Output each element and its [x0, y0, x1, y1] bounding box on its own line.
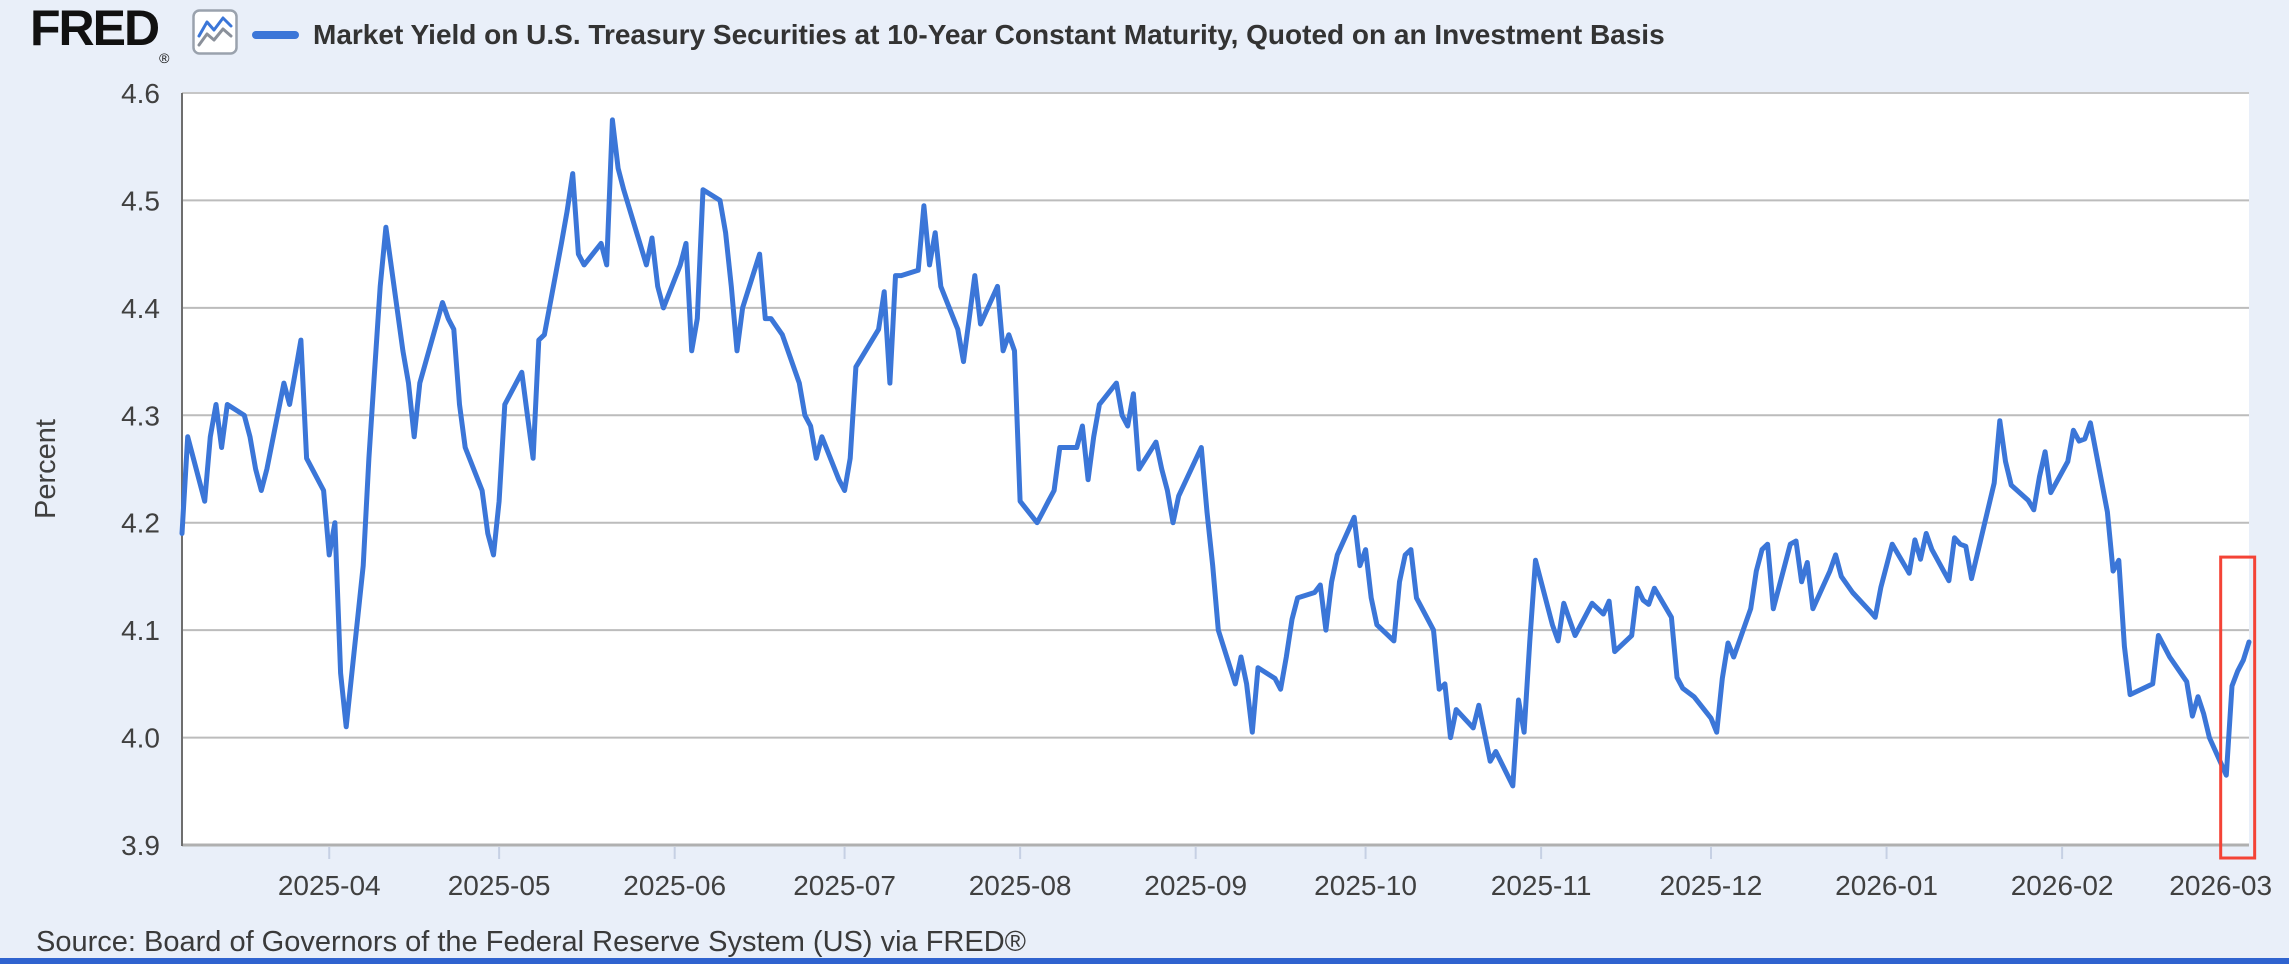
- y-tick-label: 4.4: [121, 293, 160, 324]
- x-tick-label: 2025-06: [623, 870, 726, 901]
- x-tick-label: 2025-08: [969, 870, 1072, 901]
- footer-accent-bar: [0, 958, 2289, 964]
- x-tick-label: 2025-05: [448, 870, 551, 901]
- y-tick-label: 4.6: [121, 78, 160, 109]
- series-line[interactable]: [179, 117, 2252, 789]
- x-tick-label: 2025-10: [1314, 870, 1417, 901]
- x-tick-label: 2025-12: [1660, 870, 1763, 901]
- y-tick-label: 4.0: [121, 723, 160, 754]
- sparkline-chart-icon: [192, 9, 238, 55]
- legend-line-swatch: [252, 31, 299, 39]
- fred-logo-text: FRED: [30, 0, 160, 56]
- plot-background[interactable]: [182, 93, 2249, 845]
- y-tick-label: 4.5: [121, 185, 160, 216]
- y-tick-label: 4.2: [121, 508, 160, 539]
- x-tick-label: 2025-11: [1491, 870, 1592, 901]
- x-tick-label: 2026-03: [2169, 870, 2272, 901]
- fred-logo[interactable]: FRED®: [30, 0, 170, 84]
- y-tick-label: 4.3: [121, 400, 160, 431]
- source-attribution: Source: Board of Governors of the Federa…: [36, 926, 1027, 958]
- highlight-box: [2219, 555, 2257, 860]
- y-tick-label: 3.9: [121, 830, 160, 861]
- x-tick-label: 2025-09: [1144, 870, 1247, 901]
- x-tick-label: 2025-04: [278, 870, 381, 901]
- x-tick-label: 2026-02: [2011, 870, 2114, 901]
- registered-mark: ®: [159, 50, 169, 66]
- chart-title: Market Yield on U.S. Treasury Securities…: [313, 19, 1665, 50]
- y-axis-title: Percent: [30, 419, 62, 519]
- y-tick-label: 4.1: [121, 615, 160, 646]
- x-tick-label: 2025-07: [793, 870, 896, 901]
- x-tick-label: 2026-01: [1835, 870, 1938, 901]
